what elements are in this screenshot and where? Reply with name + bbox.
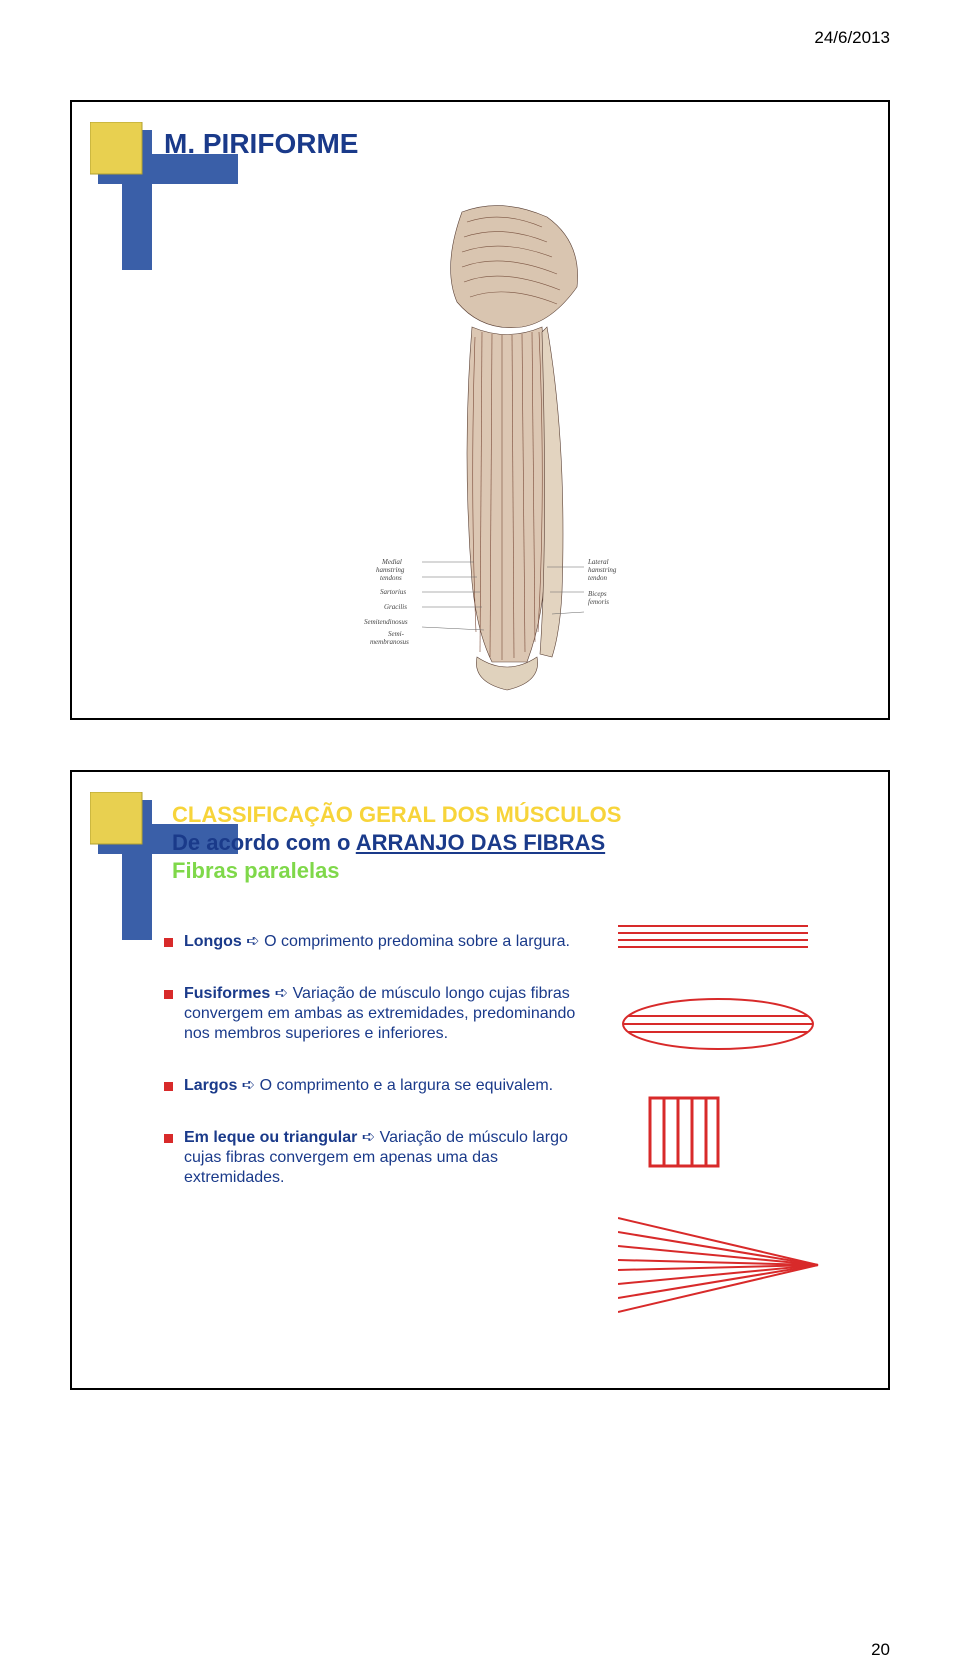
- slide-piriforme: M. PIRIFORME: [70, 100, 890, 720]
- bullet-largos: Largos ➪ O comprimento e a largura se eq…: [164, 1076, 594, 1096]
- anatomy-illustration: Medial hamstring tendons Sartorius Graci…: [352, 192, 652, 692]
- svg-text:tendon: tendon: [588, 574, 608, 582]
- slide2-title-block: CLASSIFICAÇÃO GERAL DOS MÚSCULOS De acor…: [172, 802, 621, 884]
- bullet-leque: Em leque ou triangular ➪ Variação de mús…: [164, 1128, 594, 1188]
- title-line2-pre: De acordo com o: [172, 830, 356, 855]
- slide-classification: CLASSIFICAÇÃO GERAL DOS MÚSCULOS De acor…: [70, 770, 890, 1390]
- diagram-ellipse: [618, 994, 838, 1054]
- svg-text:membranosus: membranosus: [370, 638, 409, 646]
- page-number: 20: [871, 1640, 890, 1660]
- arrow-icon: ➪: [246, 933, 259, 950]
- bullet-bold: Em leque ou triangular: [184, 1129, 357, 1146]
- header-date: 24/6/2013: [814, 28, 890, 48]
- svg-text:hamstring: hamstring: [376, 566, 405, 574]
- svg-text:femoris: femoris: [588, 598, 609, 606]
- bullet-text: O comprimento predomina sobre a largura.: [264, 933, 570, 950]
- bullet-longos: Longos ➪ O comprimento predomina sobre a…: [164, 932, 594, 952]
- slide1-title: M. PIRIFORME: [164, 128, 358, 160]
- svg-text:Medial: Medial: [381, 558, 402, 566]
- bullet-fusiformes: Fusiformes ➪ Variação de músculo longo c…: [164, 984, 594, 1044]
- title-line2: De acordo com o ARRANJO DAS FIBRAS: [172, 830, 621, 856]
- diagram-parallel: [618, 922, 838, 952]
- arrow-icon: ➪: [275, 985, 288, 1002]
- title-line1: CLASSIFICAÇÃO GERAL DOS MÚSCULOS: [172, 802, 621, 828]
- diagrams: [618, 922, 838, 1362]
- svg-text:Semitendinosus: Semitendinosus: [364, 618, 408, 626]
- bullet-bold: Fusiformes: [184, 985, 270, 1002]
- svg-text:hamstring: hamstring: [588, 566, 617, 574]
- arrow-icon: ➪: [242, 1077, 255, 1094]
- bullet-bold: Longos: [184, 933, 242, 950]
- diagram-grid: [648, 1096, 838, 1168]
- svg-text:Gracilis: Gracilis: [384, 603, 407, 611]
- arrow-icon: ➪: [362, 1129, 375, 1146]
- bullets-list: Longos ➪ O comprimento predomina sobre a…: [164, 932, 594, 1220]
- svg-text:Sartorius: Sartorius: [380, 588, 406, 596]
- svg-text:Semi-: Semi-: [388, 630, 405, 638]
- svg-text:Lateral: Lateral: [587, 558, 609, 566]
- title-line3: Fibras paralelas: [172, 858, 621, 884]
- title-line2-link: ARRANJO DAS FIBRAS: [356, 830, 605, 855]
- svg-text:Biceps: Biceps: [588, 590, 607, 598]
- bullet-bold: Largos: [184, 1077, 237, 1094]
- bullet-text: O comprimento e a largura se equivalem.: [260, 1077, 553, 1094]
- svg-text:tendons: tendons: [380, 574, 402, 582]
- diagram-fan: [618, 1210, 838, 1320]
